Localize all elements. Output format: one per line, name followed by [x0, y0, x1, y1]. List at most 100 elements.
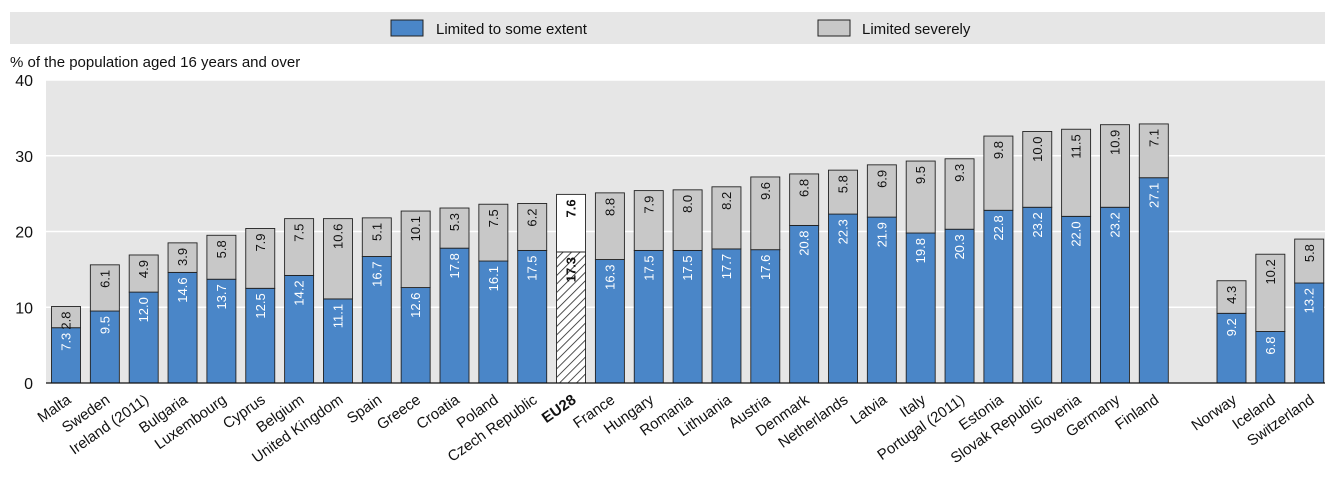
category-label: Finland	[1112, 391, 1162, 433]
category-label: Croatia	[413, 391, 463, 433]
value-label-lower: 20.8	[797, 230, 812, 255]
value-label-upper: 11.5	[1069, 134, 1084, 158]
legend-background	[10, 12, 1325, 44]
bar-lower	[905, 232, 936, 384]
bar-upper	[245, 228, 276, 289]
bar-lower	[361, 256, 392, 384]
value-label-lower: 14.6	[175, 277, 190, 302]
legend-label-series-1: Limited severely	[862, 21, 971, 38]
legend-swatch-series-0	[390, 19, 424, 37]
bar-upper	[905, 160, 936, 234]
bar-upper	[439, 207, 470, 249]
bar-upper	[517, 203, 548, 251]
bar-lower	[711, 248, 742, 384]
bar-lower	[866, 216, 897, 384]
bar-upper	[789, 173, 820, 226]
bar-lower	[284, 274, 315, 384]
bar-lower	[1061, 215, 1092, 384]
y-tick-label: 10	[15, 300, 33, 317]
value-label-upper: 7.9	[253, 233, 268, 251]
value-label-lower: 22.8	[991, 215, 1006, 240]
value-label-upper: 9.5	[913, 166, 928, 184]
bar-upper	[128, 254, 159, 293]
bar-lower	[439, 247, 470, 384]
value-label-lower: 9.2	[1224, 318, 1239, 336]
value-label-lower: 23.2	[1030, 212, 1045, 237]
value-label-upper: 7.9	[641, 196, 656, 214]
value-label-lower: 17.5	[641, 255, 656, 280]
bar-upper	[284, 218, 315, 276]
value-label-lower: 20.3	[952, 234, 967, 259]
value-label-upper: 5.8	[214, 240, 229, 258]
bar-upper	[51, 306, 81, 329]
bar-upper	[866, 164, 897, 218]
value-label-lower: 7.3	[59, 333, 74, 351]
value-label-upper: 7.1	[1146, 129, 1161, 147]
bar-lower	[245, 287, 276, 384]
value-label-lower: 14.2	[292, 280, 307, 305]
value-label-upper: 8.0	[680, 195, 695, 213]
value-label-upper: 2.8	[59, 311, 74, 329]
bar-upper	[556, 193, 586, 253]
value-label-lower: 12.6	[408, 293, 423, 318]
bar-upper	[1216, 280, 1247, 314]
bar-upper	[89, 264, 120, 312]
bar-lower	[1022, 206, 1053, 384]
value-label-upper: 5.1	[369, 223, 384, 241]
value-label-upper: 10.0	[1030, 137, 1045, 162]
legend-label-series-0: Limited to some extent	[436, 21, 588, 38]
value-label-upper: 9.3	[952, 164, 967, 182]
y-tick-label: 0	[24, 376, 33, 393]
category-label: Latvia	[848, 391, 891, 428]
bar-upper	[672, 189, 703, 251]
value-label-upper: 10.9	[1108, 130, 1123, 155]
bar-upper	[944, 158, 975, 230]
bar-upper	[478, 203, 509, 262]
legend-swatch-series-1	[817, 19, 851, 37]
value-label-lower: 17.3	[564, 257, 579, 282]
value-label-upper: 9.6	[758, 182, 773, 200]
bar-upper	[323, 218, 353, 300]
bar-upper	[1138, 123, 1169, 179]
bar-upper	[1061, 128, 1092, 217]
bar-lower	[944, 228, 975, 384]
bar-lower	[594, 259, 625, 384]
value-label-lower: 11.1	[331, 304, 346, 328]
value-label-upper: 5.3	[447, 213, 462, 231]
value-label-upper: 6.8	[797, 179, 812, 197]
value-label-upper: 7.5	[292, 224, 307, 242]
value-label-lower: 19.8	[913, 238, 928, 263]
bar-upper	[750, 176, 781, 251]
value-label-upper: 10.1	[408, 216, 423, 241]
bar-lower	[167, 271, 198, 384]
bar-upper	[983, 135, 1014, 211]
value-label-lower: 12.0	[136, 297, 151, 322]
y-axis-label: % of the population aged 16 years and ov…	[10, 54, 300, 71]
value-label-lower: 17.7	[719, 254, 734, 279]
bar-upper	[711, 186, 742, 250]
bar-lower	[750, 249, 781, 384]
value-label-lower: 16.1	[486, 266, 501, 291]
value-labels: 7.3 2.8 9.5 6.1 12.0 4.9 14.6 3.9 13.7 5.8 12.5 7.9…	[59, 129, 1317, 355]
bars	[51, 123, 1325, 384]
category-label: Norway	[1188, 391, 1240, 434]
bar-upper	[1294, 238, 1325, 284]
bar-upper	[400, 210, 431, 289]
value-label-lower: 9.5	[97, 316, 112, 334]
bar-upper	[594, 192, 625, 260]
y-tick-label: 20	[15, 225, 33, 242]
value-label-lower: 23.2	[1108, 212, 1123, 237]
value-label-upper: 7.5	[486, 209, 501, 227]
value-label-lower: 22.3	[836, 219, 851, 244]
bar-upper	[633, 190, 664, 251]
value-label-upper: 6.2	[525, 208, 540, 226]
y-tick-label: 30	[15, 149, 33, 166]
bar-upper	[1022, 131, 1053, 208]
bar-upper	[167, 242, 198, 273]
value-label-upper: 4.9	[136, 260, 151, 278]
value-label-lower: 13.7	[214, 284, 229, 309]
y-tick-label: 40	[15, 73, 33, 90]
value-label-upper: 6.9	[874, 170, 889, 188]
bar-upper	[828, 169, 858, 215]
